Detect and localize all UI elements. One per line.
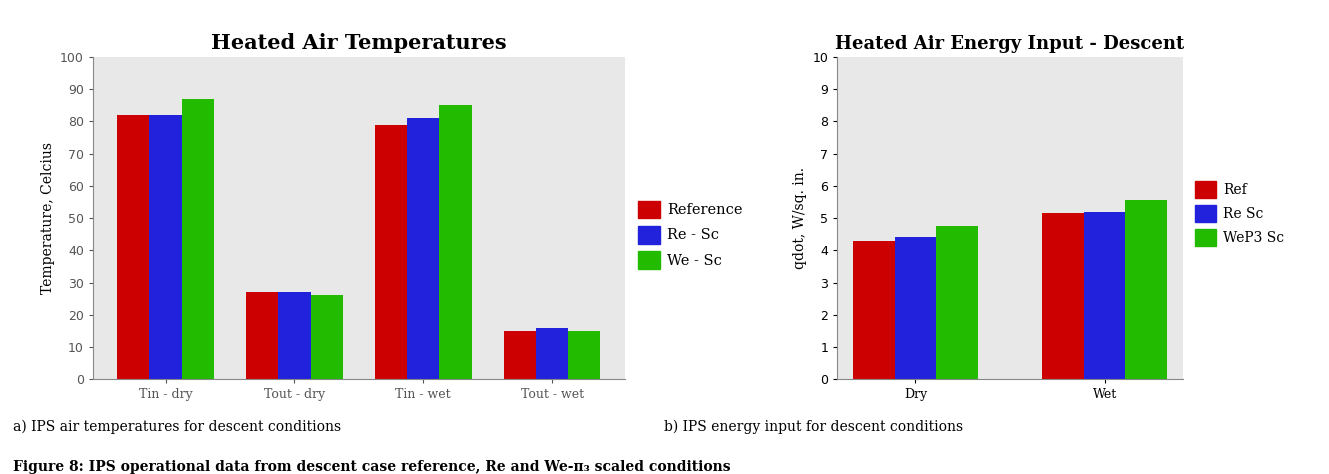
- Bar: [569, 331, 601, 379]
- Bar: [117, 115, 149, 379]
- Bar: [936, 226, 978, 379]
- Title: Heated Air Energy Input - Descent: Heated Air Energy Input - Descent: [836, 35, 1184, 53]
- Bar: [536, 328, 569, 379]
- Bar: [1084, 211, 1126, 379]
- Bar: [407, 118, 440, 379]
- Legend: Reference, Re - Sc, We - Sc: Reference, Re - Sc, We - Sc: [631, 195, 748, 274]
- Bar: [504, 331, 536, 379]
- Bar: [149, 115, 182, 379]
- Y-axis label: qdot, W/sq. in.: qdot, W/sq. in.: [793, 167, 807, 269]
- Bar: [182, 99, 214, 379]
- Text: b) IPS energy input for descent conditions: b) IPS energy input for descent conditio…: [664, 419, 964, 434]
- Bar: [375, 125, 407, 379]
- Y-axis label: Temperature, Celcius: Temperature, Celcius: [41, 142, 54, 294]
- Bar: [1042, 213, 1084, 379]
- Bar: [1126, 201, 1167, 379]
- Title: Heated Air Temperatures: Heated Air Temperatures: [211, 33, 506, 53]
- Text: Figure 8: IPS operational data from descent case reference, Re and We-π₃ scaled : Figure 8: IPS operational data from desc…: [13, 460, 731, 474]
- Legend: Ref, Re Sc, WeP3 Sc: Ref, Re Sc, WeP3 Sc: [1189, 175, 1289, 251]
- Bar: [440, 105, 472, 379]
- Bar: [246, 292, 278, 379]
- Bar: [853, 241, 894, 379]
- Bar: [894, 237, 936, 379]
- Bar: [311, 295, 343, 379]
- Bar: [278, 292, 311, 379]
- Text: a) IPS air temperatures for descent conditions: a) IPS air temperatures for descent cond…: [13, 419, 342, 434]
